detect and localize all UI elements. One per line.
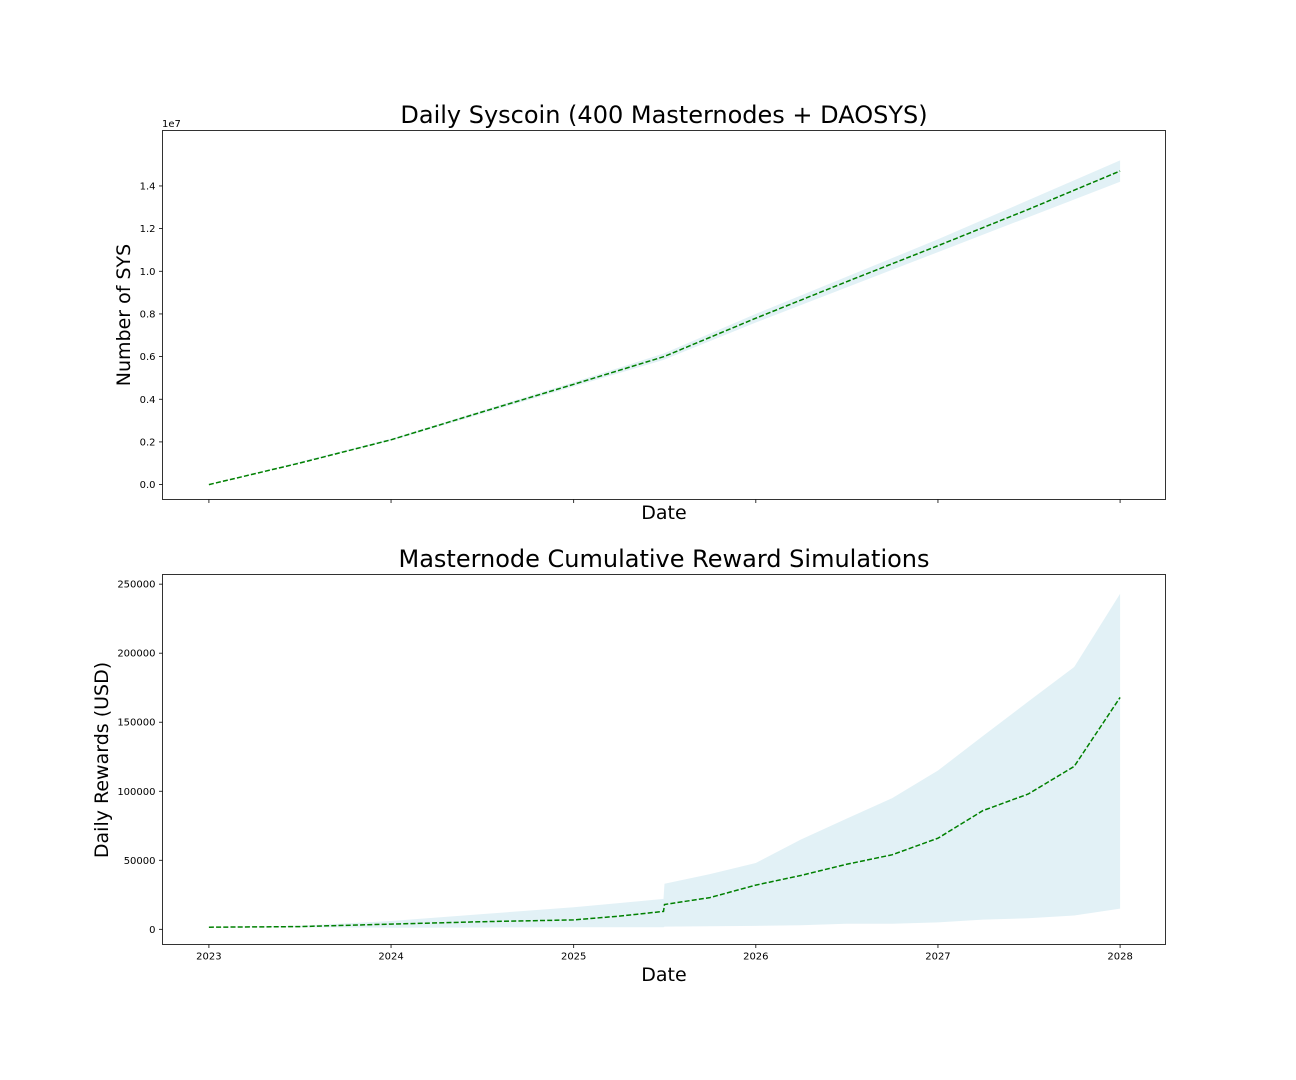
bottom-chart-x-tick-label: 2024 xyxy=(378,952,403,963)
bottom-chart-y-ticks: 0 50000 100000 150000 200000 250000 xyxy=(117,580,163,936)
top-chart-plot-area xyxy=(208,160,1121,486)
bottom-chart-x-tick-label: 2023 xyxy=(196,952,221,963)
top-chart-y-tick-label: 1.2 xyxy=(140,224,156,235)
top-chart-y-ticks: 0.0 0.2 0.4 0.6 0.8 1.0 1.2 1.4 xyxy=(140,181,163,491)
bottom-chart-y-tick-label: 150000 xyxy=(117,718,155,729)
top-chart-offset-label: 1e7 xyxy=(162,119,181,130)
top-chart-title: Daily Syscoin (400 Masternodes + DAOSYS) xyxy=(400,101,927,129)
top-chart-y-tick-label: 0.2 xyxy=(140,437,156,448)
bottom-chart-y-tick-label: 250000 xyxy=(117,580,155,591)
bottom-chart-x-tick-label: 2025 xyxy=(561,952,586,963)
top-chart-y-tick-label: 0.6 xyxy=(140,352,156,363)
bottom-chart-y-tick-label: 0 xyxy=(149,925,155,936)
top-chart-y-tick-label: 1.0 xyxy=(140,267,156,278)
bottom-chart-title: Masternode Cumulative Reward Simulations xyxy=(398,545,929,573)
top-chart-x-ticks xyxy=(208,499,1121,503)
top-chart-y-tick-label: 0.4 xyxy=(140,395,156,406)
bottom-chart-x-tick-label: 2028 xyxy=(1107,952,1132,963)
bottom-chart-x-tick-label: 2027 xyxy=(925,952,950,963)
top-chart-y-tick-label: 1.4 xyxy=(140,181,156,192)
bottom-chart-band xyxy=(208,593,1121,928)
top-chart-x-label: Date xyxy=(641,502,686,524)
bottom-chart-rewards: Masternode Cumulative Reward Simulations… xyxy=(91,545,1166,986)
top-chart-mean-line xyxy=(208,170,1121,486)
bottom-chart-plot-area xyxy=(208,593,1121,928)
bottom-chart-x-label: Date xyxy=(641,964,686,986)
bottom-chart-y-tick-label: 100000 xyxy=(117,787,155,798)
bottom-chart-x-ticks: 2023 2024 2025 2026 2027 2028 xyxy=(196,944,1133,963)
bottom-chart-x-tick-label: 2026 xyxy=(743,952,768,963)
top-chart-y-tick-label: 0.8 xyxy=(140,309,156,320)
bottom-chart-y-tick-label: 50000 xyxy=(124,856,156,867)
top-chart-frame xyxy=(162,130,1166,500)
bottom-chart-y-label: Daily Rewards (USD) xyxy=(91,662,113,858)
top-chart-y-tick-label: 0.0 xyxy=(140,480,156,491)
bottom-chart-frame xyxy=(162,574,1166,945)
top-chart-syscoin: Daily Syscoin (400 Masternodes + DAOSYS)… xyxy=(113,101,1166,524)
bottom-chart-y-tick-label: 200000 xyxy=(117,649,155,660)
top-chart-y-label: Number of SYS xyxy=(113,244,135,386)
